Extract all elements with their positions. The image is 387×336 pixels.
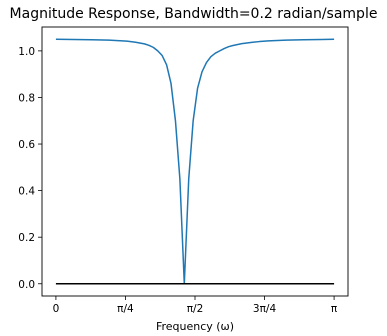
- x-tick-label: π/4: [117, 303, 134, 315]
- y-tick-label: 0.2: [18, 232, 35, 244]
- series-line-1: [55, 38, 335, 285]
- chart-title: Magnitude Response, Bandwidth=0.2 radian…: [10, 6, 378, 22]
- x-axis-ticks: 0 π/4 π/2 3π/4 π: [53, 296, 338, 315]
- x-tick-label: 0: [53, 303, 60, 315]
- series-layer: [55, 38, 335, 285]
- y-tick-label: 1.0: [18, 46, 35, 58]
- y-tick-label: 0.8: [18, 92, 35, 104]
- plot-area-frame: [41, 26, 349, 297]
- x-tick-label: π: [331, 303, 338, 315]
- y-axis-ticks: 0.0 0.2 0.4 0.6 0.8 1.0: [18, 46, 42, 291]
- y-tick-label: 0.0: [18, 279, 35, 291]
- x-tick-label: π/2: [187, 303, 204, 315]
- x-axis-label: Frequency (ω): [156, 320, 234, 333]
- y-tick-label: 0.4: [18, 186, 35, 198]
- x-tick-label: 3π/4: [253, 303, 277, 315]
- y-tick-label: 0.6: [18, 139, 35, 151]
